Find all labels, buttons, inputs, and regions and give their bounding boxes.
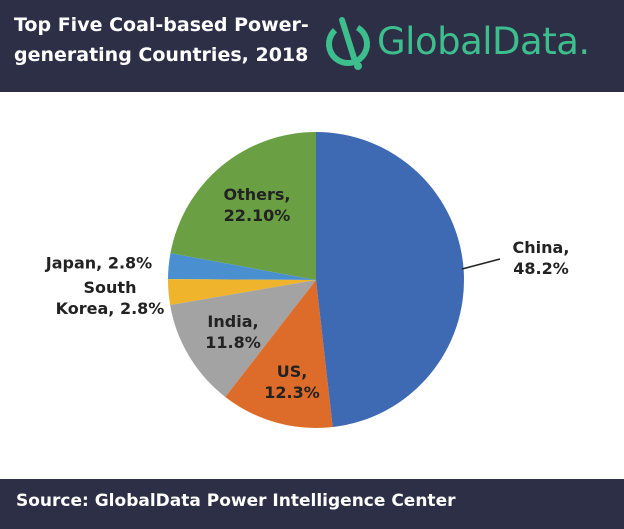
pie-slice	[168, 279, 316, 305]
logo-icon	[326, 17, 370, 70]
header: Top Five Coal-based Power-generating Cou…	[0, 0, 624, 92]
pie-slice	[225, 280, 333, 428]
title: Top Five Coal-based Power-generating Cou…	[14, 14, 309, 66]
data-label: Japan, 2.8%	[45, 253, 153, 273]
data-label: South Korea, 2.8%	[55, 278, 165, 318]
data-label: India, 11.8%	[205, 312, 261, 352]
pie-slice	[170, 132, 316, 280]
leader-line	[461, 258, 501, 270]
data-label: Others, 22.10%	[223, 185, 291, 225]
logo: GlobalData.	[377, 20, 590, 63]
data-label: US, 12.3%	[264, 362, 320, 402]
pie-slice	[168, 253, 316, 280]
pie-slice	[170, 280, 316, 397]
pie-slice	[316, 132, 465, 428]
source: Source: GlobalData Power Intelligence Ce…	[16, 491, 456, 511]
data-label: China, 48.2%	[512, 238, 570, 278]
footer: Source: GlobalData Power Intelligence Ce…	[0, 479, 624, 529]
